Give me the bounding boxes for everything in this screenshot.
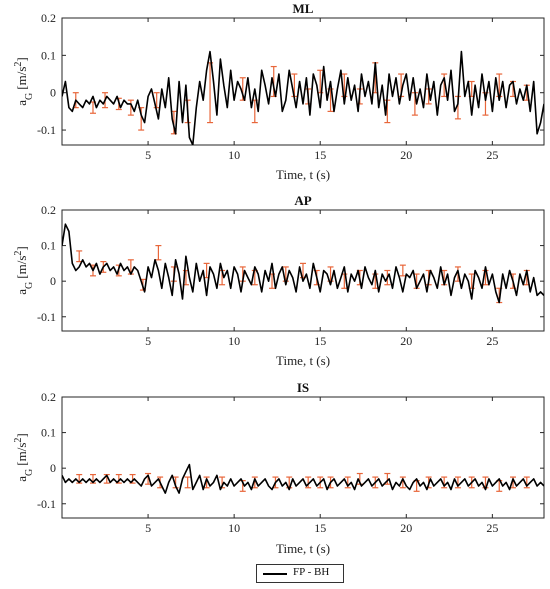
is-errorbar-8 — [184, 476, 191, 489]
panel-is: IS 5 10 15 20 25 -0.1 0 0.1 0.2 Time, t (s) aG [m/s2… — [13, 380, 545, 556]
ap-ylabel: aG [m/s2] — [13, 246, 35, 294]
is-ylabel-unit: [m/s — [14, 443, 29, 466]
is-title: IS — [297, 380, 309, 395]
ap-ylabel-close: ] — [14, 246, 29, 250]
ml-ytick-label-3: 0.2 — [41, 11, 56, 25]
is-ylabel-sub: G — [24, 469, 35, 476]
is-xtick-label-0: 5 — [145, 521, 151, 535]
panel-ml: ML 5 10 15 20 25 -0.1 0 0.1 0.2 Time, t (s) aG [m/s2… — [13, 1, 545, 182]
ml-ylabel-base: a — [14, 100, 29, 106]
is-xtick-label-2: 15 — [314, 521, 326, 535]
legend-line-swatch — [263, 573, 287, 575]
ml-xtick-label-2: 15 — [314, 148, 326, 162]
is-ytick-label-0: -0.1 — [37, 497, 56, 511]
ap-xtick-label-0: 5 — [145, 334, 151, 348]
ml-xlabel: Time, t (s) — [276, 167, 330, 182]
ap-xtick-label-4: 25 — [486, 334, 498, 348]
legend-box: FP - BH — [256, 564, 344, 583]
ml-errorbar-4 — [127, 99, 134, 116]
ap-xlabel: Time, t (s) — [276, 353, 330, 368]
is-xtick-label-1: 10 — [228, 521, 240, 535]
ml-ytick-label-0: -0.1 — [37, 123, 56, 137]
ap-ytick-label-1: 0 — [50, 274, 56, 288]
ml-title: ML — [293, 1, 314, 16]
is-errorbar-21 — [384, 472, 391, 485]
ml-ylabel-sup: 2 — [13, 62, 24, 67]
ap-ylabel-base: a — [14, 289, 29, 295]
is-ylabel-base: a — [14, 476, 29, 482]
ml-ytick-label-1: 0 — [50, 86, 56, 100]
ml-xtick-label-1: 10 — [228, 148, 240, 162]
ap-xtick-label-3: 20 — [400, 334, 412, 348]
ml-xtick-label-0: 5 — [145, 148, 151, 162]
ap-errorbar-22 — [399, 264, 406, 277]
ml-ylabel-sub: G — [24, 93, 35, 100]
ap-errorbar-6 — [155, 244, 162, 261]
ap-ylabel-unit: [m/s — [14, 256, 29, 279]
is-xlabel: Time, t (s) — [276, 541, 330, 556]
legend-label: FP - BH — [293, 566, 330, 578]
ml-ylabel-unit: [m/s — [14, 67, 29, 90]
ap-ylabel-sup: 2 — [13, 251, 24, 256]
is-xtick-label-4: 25 — [486, 521, 498, 535]
is-ylabel-sup: 2 — [13, 438, 24, 443]
is-series-line-0 — [62, 463, 544, 494]
ml-errorbar-6 — [153, 92, 160, 109]
is-ytick-label-3: 0.2 — [41, 390, 56, 404]
is-errorbar-15 — [305, 476, 312, 489]
is-plot-area — [61, 396, 545, 519]
panel-ap: AP 5 10 15 20 25 -0.1 0 0.1 0.2 Time, t (s) aG [m/s2… — [13, 193, 545, 368]
ap-xtick-label-2: 15 — [314, 334, 326, 348]
is-xtick-label-3: 20 — [400, 521, 412, 535]
ap-ytick-label-0: -0.1 — [37, 310, 56, 324]
ap-xtick-label-1: 10 — [228, 334, 240, 348]
is-ylabel: aG [m/s2] — [13, 433, 35, 481]
is-ytick-label-1: 0 — [50, 461, 56, 475]
is-ylabel-close: ] — [14, 433, 29, 437]
ap-series-line-0 — [62, 223, 544, 304]
ml-xtick-label-4: 25 — [486, 148, 498, 162]
ml-ytick-label-2: 0.1 — [41, 48, 56, 62]
ml-ylabel-close: ] — [14, 57, 29, 61]
ml-series-line-0 — [62, 50, 544, 145]
ap-title: AP — [294, 193, 311, 208]
ap-ytick-label-2: 0.1 — [41, 239, 56, 253]
is-ytick-label-2: 0.1 — [41, 426, 56, 440]
ml-ylabel: aG [m/s2] — [13, 57, 35, 105]
ml-xtick-label-3: 20 — [400, 148, 412, 162]
ap-ytick-label-3: 0.2 — [41, 203, 56, 217]
ap-ylabel-sub: G — [24, 282, 35, 289]
